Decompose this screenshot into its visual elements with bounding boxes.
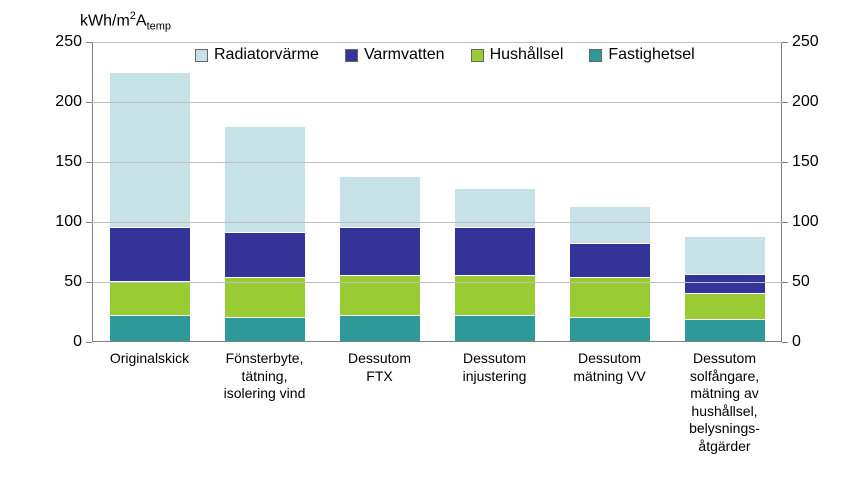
ytick-right: 100 xyxy=(792,213,832,231)
legend-swatch xyxy=(471,49,484,62)
bar-seg-hushallsel xyxy=(224,278,306,318)
ytick-left: 50 xyxy=(42,273,82,291)
ytick-right: 0 xyxy=(792,333,832,351)
legend-label: Radiatorvärme xyxy=(214,46,319,64)
bar-seg-radiatorvarme xyxy=(109,72,191,228)
gridline xyxy=(92,282,782,283)
x-label: Originalskick xyxy=(89,350,210,368)
ytick-right: 50 xyxy=(792,273,832,291)
x-label: Dessutom mätning VV xyxy=(549,350,670,385)
ytick-left: 150 xyxy=(42,153,82,171)
ytick-left: 0 xyxy=(42,333,82,351)
ytick-left: 200 xyxy=(42,93,82,111)
legend-label: Hushållsel xyxy=(490,46,564,64)
legend-swatch xyxy=(345,49,358,62)
gridline xyxy=(92,42,782,43)
gridline xyxy=(92,102,782,103)
ytick-right: 200 xyxy=(792,93,832,111)
bar-seg-hushallsel xyxy=(684,294,766,320)
bar-seg-varmvatten xyxy=(224,233,306,279)
bar-group xyxy=(224,126,306,342)
gridline xyxy=(92,162,782,163)
bar-group xyxy=(454,188,536,342)
bar-seg-fastighetsel xyxy=(109,316,191,342)
bar-seg-varmvatten xyxy=(339,228,421,276)
bar-group xyxy=(569,206,651,342)
legend-label: Fastighetsel xyxy=(608,46,694,64)
legend-label: Varmvatten xyxy=(364,46,445,64)
energy-chart: kWh/m2Atemp Radiatorvärme Varmvatten Hushå… xyxy=(30,10,840,490)
bar-seg-fastighetsel xyxy=(684,320,766,342)
legend-item-radiatorvarme: Radiatorvärme xyxy=(195,46,319,64)
gridline xyxy=(92,222,782,223)
bar-seg-varmvatten xyxy=(109,228,191,282)
bars-container xyxy=(92,42,782,342)
bar-group xyxy=(339,176,421,342)
ytick-right: 150 xyxy=(792,153,832,171)
bar-group xyxy=(109,72,191,342)
bar-seg-radiatorvarme xyxy=(339,176,421,228)
plot-area: 005050100100150150200200250250 xyxy=(92,42,782,342)
legend-swatch xyxy=(589,49,602,62)
y-axis-unit: kWh/m2Atemp xyxy=(80,10,171,33)
bar-seg-hushallsel xyxy=(109,282,191,316)
bar-seg-fastighetsel xyxy=(454,316,536,342)
bar-seg-varmvatten xyxy=(684,275,766,294)
legend-item-hushallsel: Hushållsel xyxy=(471,46,564,64)
x-label: Dessutom injustering xyxy=(434,350,555,385)
bar-seg-fastighetsel xyxy=(339,316,421,342)
bar-seg-radiatorvarme xyxy=(224,126,306,233)
ytick-right: 250 xyxy=(792,33,832,51)
bar-seg-varmvatten xyxy=(569,244,651,279)
x-axis xyxy=(92,341,782,342)
legend-item-varmvatten: Varmvatten xyxy=(345,46,445,64)
bar-seg-varmvatten xyxy=(454,228,536,276)
legend-item-fastighetsel: Fastighetsel xyxy=(589,46,694,64)
x-label: Fönsterbyte, tätning, isolering vind xyxy=(204,350,325,403)
x-label: Dessutom solfångare, mätning av hushålls… xyxy=(664,350,785,455)
bar-seg-radiatorvarme xyxy=(684,236,766,274)
x-label: Dessutom FTX xyxy=(319,350,440,385)
bar-seg-radiatorvarme xyxy=(569,206,651,243)
bar-seg-hushallsel xyxy=(569,278,651,318)
bar-group xyxy=(684,236,766,342)
bar-seg-fastighetsel xyxy=(569,318,651,342)
ytick-left: 250 xyxy=(42,33,82,51)
ytick-left: 100 xyxy=(42,213,82,231)
legend-swatch xyxy=(195,49,208,62)
bar-seg-fastighetsel xyxy=(224,318,306,342)
legend: Radiatorvärme Varmvatten Hushållsel Fastigh… xyxy=(195,46,695,64)
